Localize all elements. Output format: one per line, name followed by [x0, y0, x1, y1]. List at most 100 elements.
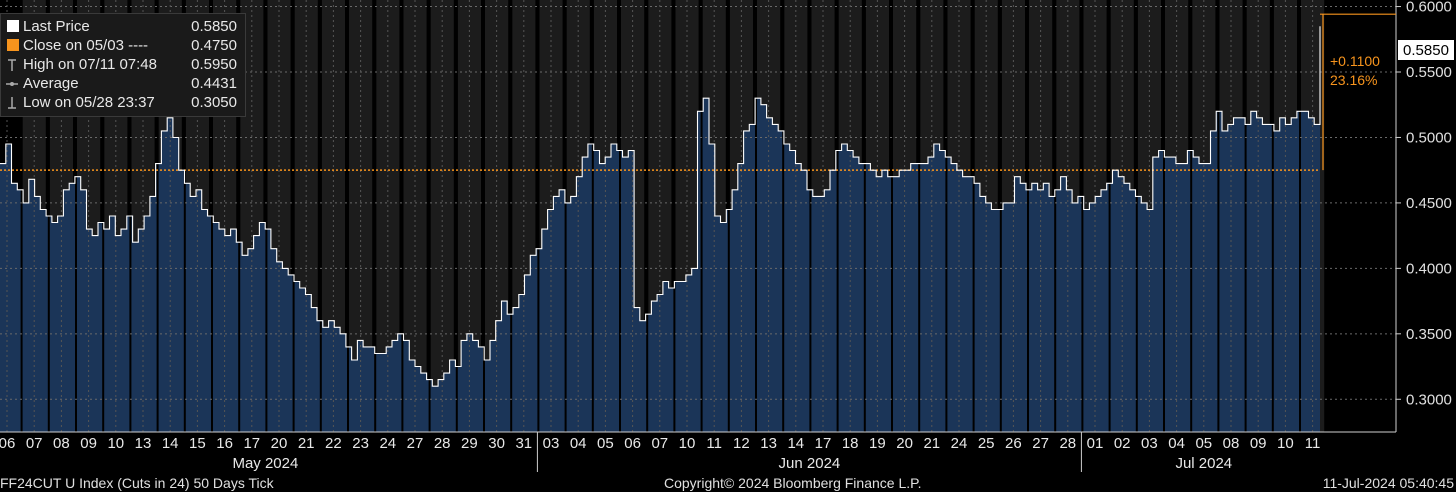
x-tick-label: 06 [0, 435, 15, 452]
session-separator [727, 0, 730, 432]
y-tick-label: 0.4500 [1406, 195, 1452, 212]
change-value: +0.1100 [1330, 53, 1380, 69]
session-separator [918, 0, 921, 432]
x-axis: 06 07 08 09 10 13 14 15 16 17 20 21 22 23 24 27 28 29 30 31… [0, 431, 1396, 472]
y-tick-label: 0.3000 [1406, 391, 1452, 408]
last-price-box-label: 0.5850 [1403, 42, 1449, 59]
last-price-annotation: 0.5850 +0.1100 23.16% [1320, 13, 1454, 171]
close-label: Close on 05/03 ---- [23, 37, 149, 54]
x-tick-label: 05 [1195, 435, 1212, 452]
last-price-label: Last Price [23, 18, 90, 35]
y-tick-label: 0.3500 [1406, 326, 1452, 343]
x-tick-label: 18 [842, 435, 859, 452]
low-label: Low on 05/28 23:37 [23, 94, 155, 111]
session-separator [999, 0, 1002, 432]
x-tick-label: 14 [787, 435, 804, 452]
x-tick-label: 20 [896, 435, 913, 452]
price-series-line [0, 26, 1321, 387]
x-tick-label: 05 [597, 435, 614, 452]
month-label: Jun 2024 [779, 455, 841, 472]
x-tick-label: 27 [407, 435, 424, 452]
x-tick-label: 04 [1168, 435, 1185, 452]
session-separator [374, 0, 377, 432]
average-marker-icon [6, 82, 18, 86]
session-separator [75, 0, 77, 432]
x-tick-label: 31 [515, 435, 532, 452]
x-tick-label: 23 [352, 435, 369, 452]
x-tick-label: 17 [815, 435, 832, 452]
y-tick-label: 0.6000 [1406, 0, 1452, 16]
x-tick-label: 13 [135, 435, 152, 452]
session-separator [510, 0, 513, 432]
x-tick-label: 20 [271, 435, 288, 452]
session-separator [102, 0, 105, 432]
last-price-value: 0.5850 [191, 18, 237, 35]
x-tick-label: 15 [189, 435, 206, 452]
low-marker-icon [8, 97, 16, 109]
average-value: 0.4431 [191, 75, 237, 92]
price-area-fill [0, 26, 1320, 432]
x-tick-label: 11 [706, 435, 722, 452]
session-separator [483, 0, 485, 432]
session-separator [238, 0, 241, 432]
session-separator [755, 0, 757, 432]
session-separator [537, 0, 540, 432]
x-tick-label: 07 [651, 435, 668, 452]
x-tick-label: 24 [379, 435, 396, 452]
x-tick-label: 12 [733, 435, 750, 452]
last-price-box [1398, 40, 1454, 60]
x-tick-label: 02 [1114, 435, 1131, 452]
y-tick-label: 0.5000 [1406, 129, 1452, 146]
footer-copyright: Copyright© 2024 Bloomberg Finance L.P. [664, 475, 922, 491]
x-tick-label: 17 [243, 435, 260, 452]
session-separator [891, 0, 893, 432]
x-tick-label: 04 [570, 435, 587, 452]
month-label: May 2024 [232, 455, 298, 472]
session-separator [1108, 0, 1111, 432]
high-label: High on 07/11 07:48 [23, 56, 157, 73]
session-separator [1217, 0, 1220, 432]
x-tick-label: 19 [869, 435, 886, 452]
y-axis: 0.6000 0.5500 0.5000 0.4500 0.4000 0.3500 0.30… [1395, 0, 1452, 432]
average-label: Average [23, 75, 79, 92]
session-separator [700, 0, 703, 432]
session-separator [782, 0, 785, 432]
session-separator [1135, 0, 1138, 432]
session-separator [1299, 0, 1301, 432]
x-tick-label: 22 [325, 435, 342, 452]
session-separator [945, 0, 948, 432]
session-separator [646, 0, 649, 432]
white-square-icon [7, 20, 19, 32]
legend-row-close: Close on 05/03 ---- [23, 37, 148, 55]
legend-row-average: Average [23, 75, 79, 93]
x-tick-label: 08 [1223, 435, 1240, 452]
price-line [0, 26, 1321, 387]
x-tick-label: 28 [434, 435, 451, 452]
x-tick-label: 26 [1005, 435, 1022, 452]
session-separator [1027, 0, 1029, 432]
session-separator [455, 0, 458, 432]
x-tick-label: 08 [53, 435, 70, 452]
session-separator [1081, 0, 1084, 432]
x-tick-label: 03 [543, 435, 560, 452]
legend-box: Last Price 0.5850 Close on 05/03 ---- 0.… [0, 13, 246, 117]
session-separator [972, 0, 975, 432]
x-tick-label: 16 [216, 435, 233, 452]
close-value: 0.4750 [191, 37, 237, 54]
session-separator [292, 0, 295, 432]
x-tick-label: 29 [461, 435, 478, 452]
x-tick-label: 28 [1059, 435, 1076, 452]
x-tick-label: 07 [26, 435, 43, 452]
session-separator [401, 0, 404, 432]
y-tick-label: 0.4000 [1406, 260, 1452, 277]
session-separator [836, 0, 839, 432]
session-separator [1271, 0, 1274, 432]
legend-row-low: Low on 05/28 23:37 [23, 94, 155, 112]
month-label: Jul 2024 [1175, 455, 1232, 472]
x-tick-label: 30 [488, 435, 505, 452]
change-percent: 23.16% [1330, 72, 1377, 88]
grid-lines [0, 0, 1396, 432]
low-value: 0.3050 [191, 94, 237, 111]
x-tick-label: 10 [107, 435, 124, 452]
